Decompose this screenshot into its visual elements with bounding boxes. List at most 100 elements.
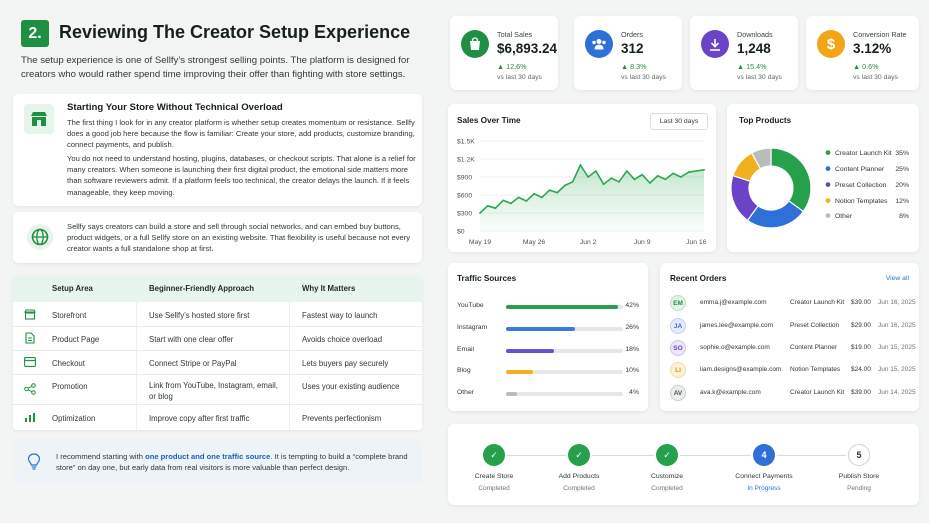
view-all-link[interactable]: View all <box>885 275 909 282</box>
order-price: $39.00 <box>851 389 871 396</box>
step-label: Customize <box>650 473 684 480</box>
top-products-card: Top Products Creator Launch Kit 35% Conten… <box>727 104 919 252</box>
storefront-icon <box>24 104 54 134</box>
stat-value: 1,248 <box>737 41 771 56</box>
step-marker: 5 <box>848 444 870 466</box>
sales-point <box>672 172 675 175</box>
order-product: Content Planner <box>790 344 837 351</box>
sales-point <box>579 164 582 166</box>
traffic-bar-fill <box>506 305 618 309</box>
top-products-title: Top Products <box>739 116 792 125</box>
legend-percent: 8% <box>899 213 909 220</box>
stat-card-total-sales: Total Sales $6,893.24 ▲ 12.6% vs last 30… <box>450 16 558 90</box>
stat-change: ▲ 12.6% <box>497 62 527 71</box>
store-card-title: Starting Your Store Without Technical Ov… <box>67 102 283 113</box>
table-header <box>13 276 422 302</box>
order-date: Jun 16, 2025 <box>878 299 916 306</box>
y-tick-label: $0 <box>457 229 465 236</box>
step-status: Completed <box>651 485 683 492</box>
stat-change: ▲ 8.3% <box>621 62 647 71</box>
tip-callout: I recommend starting with one product an… <box>13 439 422 484</box>
stat-card-orders: Orders 312 ▲ 8.3% vs last 30 days <box>574 16 682 90</box>
traffic-sources-card: Traffic Sources YouTube 42% Instagram 26% Em… <box>448 263 648 411</box>
stat-value: 3.12% <box>853 41 892 56</box>
sales-point <box>633 178 636 181</box>
y-tick-label: $900 <box>457 175 472 182</box>
x-tick-label: May 26 <box>523 239 546 246</box>
order-product: Preset Collection <box>790 322 840 329</box>
table-cell: Optimization <box>52 414 96 423</box>
table-header-cell: Setup Area <box>52 284 93 293</box>
sales-point <box>610 177 613 180</box>
order-email: sophie.o@example.com <box>700 344 770 351</box>
sales-point <box>571 180 574 183</box>
row-divider <box>13 404 422 405</box>
sales-point <box>533 192 535 195</box>
stat-label: Downloads <box>737 30 773 39</box>
order-email: james.lee@example.com <box>700 322 774 329</box>
page-title: Reviewing The Creator Setup Experience <box>59 22 411 42</box>
column-divider <box>289 302 290 430</box>
sales-point <box>679 176 682 178</box>
store-setup-card: Starting Your Store Without Technical Ov… <box>13 94 422 206</box>
table-header-cell: Beginner-Friendly Approach <box>149 284 254 293</box>
order-product: Notion Templates <box>790 366 841 373</box>
stat-value: $6,893.24 <box>497 41 558 56</box>
sales-point <box>540 196 543 199</box>
legend-swatch <box>825 213 831 218</box>
order-product: Creator Launch Kit <box>790 389 845 396</box>
traffic-bar-fill <box>506 392 517 396</box>
step-connector <box>777 455 846 456</box>
row-divider <box>13 326 422 327</box>
traffic-bar-track <box>506 305 623 309</box>
x-tick-label: Jun 9 <box>634 239 651 246</box>
setup-table: Setup Area Beginner-Friendly Approach Wh… <box>13 276 422 430</box>
intro-paragraph: The setup experience is one of Sellfy’s … <box>21 55 410 80</box>
step-marker: ✓ <box>568 444 590 466</box>
users-icon <box>585 30 613 58</box>
step-label: Add Products <box>558 473 600 480</box>
stat-subtext: vs last 30 days <box>621 74 666 81</box>
stat-change: ▲ 15.4% <box>737 62 767 71</box>
recent-orders-title: Recent Orders <box>670 274 727 283</box>
top-products-donut-chart: Creator Launch Kit 35% Content Planner 25% P… <box>730 147 909 229</box>
sales-point <box>564 184 566 187</box>
bar-chart-icon <box>23 410 37 424</box>
row-divider <box>13 374 422 375</box>
avatar: AV <box>670 385 686 401</box>
y-tick-label: $1.5K <box>457 139 475 146</box>
order-product: Creator Launch Kit <box>790 299 845 306</box>
legend-percent: 20% <box>895 182 909 189</box>
sell-channels-card: Sellfy says creators can build a store a… <box>13 212 422 263</box>
traffic-bar-track <box>506 327 623 331</box>
avatar: JA <box>670 318 686 334</box>
date-range-button[interactable]: Last 30 days <box>650 113 708 130</box>
sales-point <box>479 212 481 214</box>
step-connector <box>507 455 566 456</box>
order-price: $39.00 <box>851 299 871 306</box>
legend-percent: 25% <box>895 166 909 173</box>
store-card-paragraph-1: The first thing I look for in any creato… <box>67 118 415 150</box>
sales-point <box>602 183 605 186</box>
legend-percent: 35% <box>895 150 909 157</box>
x-tick-label: May 19 <box>469 239 492 246</box>
sales-point <box>509 202 512 205</box>
stat-value: 312 <box>621 41 644 56</box>
stat-change: ▲ 0.6% <box>853 62 879 71</box>
traffic-bar-track <box>506 349 623 353</box>
step-status: Completed <box>563 485 595 492</box>
globe-icon <box>27 224 53 250</box>
store-card-paragraph-2: You do not need to understand hosting, p… <box>67 154 416 197</box>
dollar-icon: $ <box>817 30 845 58</box>
step-connector <box>680 455 751 456</box>
step-status: Pending <box>847 485 871 492</box>
avatar: EM <box>670 295 686 311</box>
sales-point <box>703 168 705 171</box>
legend-label: Other <box>835 213 853 220</box>
traffic-percent: 26% <box>625 324 639 331</box>
setup-progress-card: ✓ Create Store Completed ✓ Add Products Compl… <box>448 424 919 505</box>
sales-point <box>687 171 690 174</box>
legend-swatch <box>825 150 831 155</box>
order-email: emma.j@example.com <box>700 299 767 306</box>
order-email: ava.k@example.com <box>700 389 761 396</box>
